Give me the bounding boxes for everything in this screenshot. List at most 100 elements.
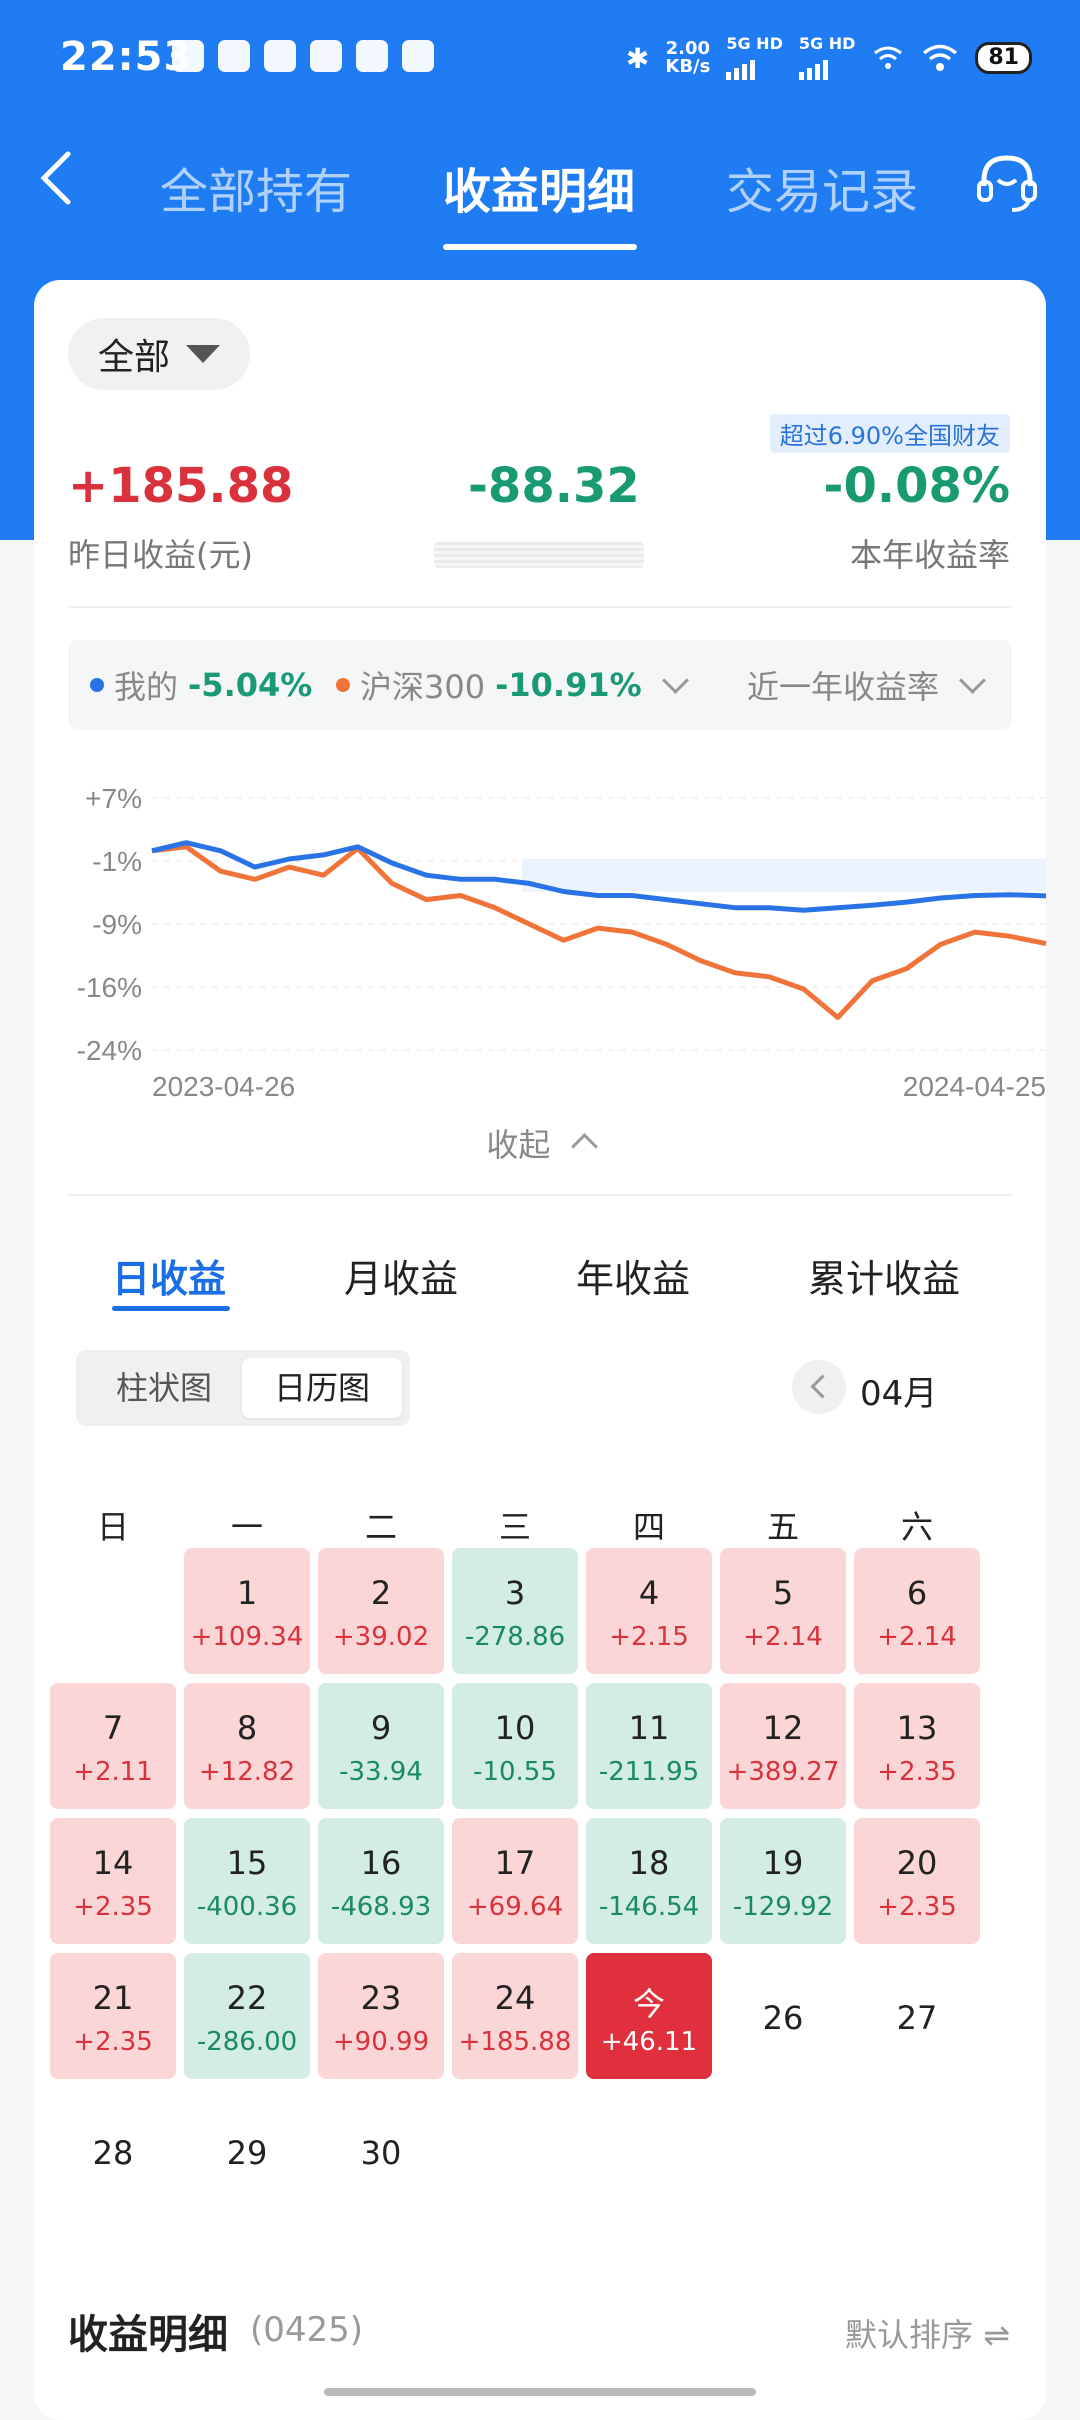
calendar-day-cell[interactable]: 29 xyxy=(184,2088,310,2214)
tab-earnings-detail[interactable]: 收益明细 xyxy=(443,164,636,220)
calendar-day-earnings: -400.36 xyxy=(196,1892,298,1922)
benchmark-selector[interactable]: 沪深300 -10.91% xyxy=(336,662,689,708)
calendar-day-number: 今 xyxy=(632,1985,665,2023)
calendar-day-cell[interactable]: 5 +2.14 xyxy=(720,1548,846,1674)
network-speed: 2.00 KB/s xyxy=(665,40,710,76)
calendar-day-earnings: +2.11 xyxy=(73,1757,153,1787)
chevron-up-icon xyxy=(570,1133,598,1160)
game-app-icon xyxy=(264,40,296,72)
calendar-day-number: 9 xyxy=(370,1709,392,1747)
chart-highlight-band xyxy=(522,858,1046,892)
weekday-label: 二 xyxy=(364,1508,397,1546)
status-bar: 22:53 ✱ 2.00 KB/s 5G HD 5G HD 81 xyxy=(0,0,1080,120)
calendar-day-cell[interactable]: 15 -400.36 xyxy=(184,1818,310,1944)
calendar-day-cell[interactable]: 14 +2.35 xyxy=(50,1818,176,1944)
detail-section-title: 收益明细 xyxy=(68,2312,228,2358)
legend-benchmark-value: -10.91% xyxy=(495,666,642,704)
calendar-day-cell[interactable]: 13 +2.35 xyxy=(854,1683,980,1809)
calendar-day-cell[interactable]: 21 +2.35 xyxy=(50,1953,176,2079)
calendar-day-cell[interactable]: 10 -10.55 xyxy=(452,1683,578,1809)
account-filter-dropdown[interactable]: 全部 xyxy=(68,318,251,390)
divider xyxy=(68,1194,1012,1196)
swap-icon: ⇌ xyxy=(983,2316,1010,2354)
calendar-day-earnings: +69.64 xyxy=(466,1892,564,1922)
weekday-label: 四 xyxy=(632,1508,665,1546)
calendar-day-cell[interactable]: 20 +2.35 xyxy=(854,1818,980,1944)
active-tab-indicator xyxy=(443,244,637,250)
speed-unit: KB/s xyxy=(665,56,711,77)
period-label: 近一年收益率 xyxy=(746,668,939,706)
calendar-day-cell[interactable]: 9 -33.94 xyxy=(318,1683,444,1809)
calendar-day-number: 22 xyxy=(226,1979,268,2017)
calendar-view-option[interactable]: 日历图 xyxy=(242,1358,402,1418)
collapse-label: 收起 xyxy=(486,1126,551,1164)
notification-icons xyxy=(172,40,434,72)
calendar-day-cell[interactable]: 30 xyxy=(318,2088,444,2214)
middle-stat-value: -88.32 xyxy=(468,458,640,514)
calendar-day-cell[interactable]: 11 -211.95 xyxy=(586,1683,712,1809)
calendar-day-cell[interactable]: 27 xyxy=(854,1953,980,2079)
bar-chart-view-option[interactable]: 柱状图 xyxy=(115,1369,212,1407)
weekday-label: 三 xyxy=(498,1508,531,1546)
tab-all-holdings[interactable]: 全部持有 xyxy=(160,164,353,220)
calendar-day-number: 18 xyxy=(628,1844,670,1882)
detail-date: (0425) xyxy=(250,2310,364,2350)
tab-monthly-earnings[interactable]: 月收益 xyxy=(344,1257,459,1301)
x-tick-label: 2024-04-25 xyxy=(903,1071,1046,1102)
year-return-value: -0.08% xyxy=(823,458,1010,514)
news-app-icon xyxy=(218,40,250,72)
tab-daily-earnings[interactable]: 日收益 xyxy=(112,1257,227,1301)
chevron-left-icon xyxy=(40,151,71,205)
active-period-indicator xyxy=(112,1306,230,1311)
calendar-day-earnings: -146.54 xyxy=(598,1892,700,1922)
calendar-day-earnings: +2.14 xyxy=(743,1622,823,1652)
chart-legend-bar: 我的 -5.04% 沪深300 -10.91% 近一年收益率 xyxy=(68,640,1012,730)
calendar-day-cell[interactable]: 今 +46.11 xyxy=(586,1953,712,2079)
customer-service-button[interactable] xyxy=(974,150,1040,216)
calendar-day-cell[interactable]: 24 +185.88 xyxy=(452,1953,578,2079)
calendar-day-number: 30 xyxy=(360,2134,402,2172)
calendar-day-number: 2 xyxy=(370,1574,392,1612)
calendar-day-cell[interactable]: 23 +90.99 xyxy=(318,1953,444,2079)
network-type-1: 5G HD xyxy=(726,34,783,53)
calendar-day-cell[interactable]: 2 +39.02 xyxy=(318,1548,444,1674)
collapse-chart-button[interactable]: 收起 xyxy=(34,1120,1046,1166)
calendar-day-cell[interactable]: 1 +109.34 xyxy=(184,1548,310,1674)
yesterday-earnings-label: 昨日收益(元) xyxy=(68,536,253,574)
status-time: 22:53 xyxy=(60,34,193,80)
obscured-label xyxy=(434,542,644,568)
calendar-day-cell[interactable]: 4 +2.15 xyxy=(586,1548,712,1674)
calendar-day-cell[interactable]: 7 +2.11 xyxy=(50,1683,176,1809)
legend-benchmark-label: 沪深300 xyxy=(360,668,486,706)
calendar-day-cell[interactable]: 19 -129.92 xyxy=(720,1818,846,1944)
calendar-day-cell[interactable]: 6 +2.14 xyxy=(854,1548,980,1674)
calendar-day-number: 11 xyxy=(628,1709,670,1747)
tab-yearly-earnings[interactable]: 年收益 xyxy=(576,1257,691,1301)
calendar-day-cell[interactable]: 3 -278.86 xyxy=(452,1548,578,1674)
rank-badge: 超过6.90%全国财友 xyxy=(769,414,1010,453)
calendar-day-number: 24 xyxy=(494,1979,536,2017)
return-line-chart: +7% -1% -9% -16% -24% 2023-04-26 2024-04-25 xyxy=(77,783,1047,1102)
calendar-day-cell[interactable]: 16 -468.93 xyxy=(318,1818,444,1944)
calendar-day-cell[interactable]: 22 -286.00 xyxy=(184,1953,310,2079)
hotspot-icon xyxy=(874,46,903,69)
calendar-day-cell[interactable]: 17 +69.64 xyxy=(452,1818,578,1944)
y-tick-label: -16% xyxy=(77,972,142,1003)
calendar-day-cell[interactable]: 18 -146.54 xyxy=(586,1818,712,1944)
back-button[interactable] xyxy=(36,148,96,208)
y-tick-label: -9% xyxy=(92,909,142,940)
calendar-day-number: 28 xyxy=(92,2134,134,2172)
tab-cumulative-earnings[interactable]: 累计收益 xyxy=(808,1257,961,1301)
tab-transactions[interactable]: 交易记录 xyxy=(726,164,919,220)
calendar-day-number: 13 xyxy=(896,1709,938,1747)
previous-month-button[interactable] xyxy=(792,1360,846,1414)
calendar-day-cell[interactable]: 12 +389.27 xyxy=(720,1683,846,1809)
sort-button[interactable]: 默认排序 ⇌ xyxy=(845,2310,1010,2356)
x-tick-label: 2023-04-26 xyxy=(152,1071,295,1102)
period-selector[interactable]: 近一年收益率 xyxy=(746,662,986,708)
calendar-day-cell[interactable]: 28 xyxy=(50,2088,176,2214)
calendar-day-number: 8 xyxy=(236,1709,258,1747)
calendar-day-cell[interactable]: 8 +12.82 xyxy=(184,1683,310,1809)
network-type-2: 5G HD xyxy=(798,34,856,53)
calendar-day-cell[interactable]: 26 xyxy=(720,1953,846,2079)
